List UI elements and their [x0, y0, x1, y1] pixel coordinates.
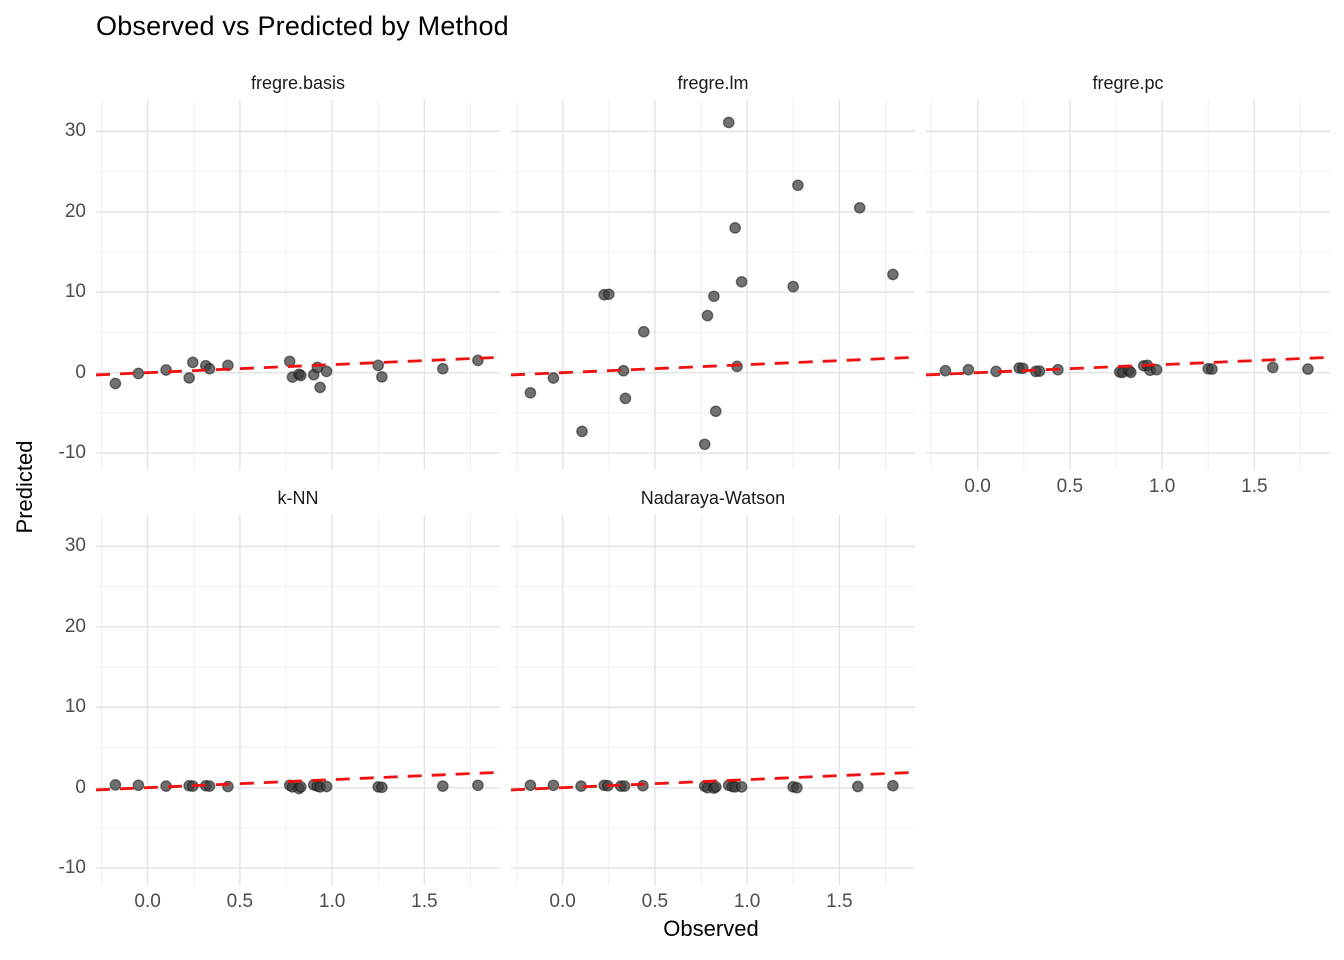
data-point — [939, 364, 952, 377]
identity-reference-line — [926, 355, 1330, 377]
x-axis-tick-label: 0.0 — [964, 476, 991, 497]
y-axis-tick-label: 10 — [64, 696, 86, 718]
data-point — [637, 325, 650, 338]
facet-label-fregre-pc: fregre.pc — [1092, 73, 1164, 93]
data-point — [1206, 363, 1218, 375]
data-point — [1124, 366, 1137, 379]
y-axis-tick-label: -10 — [58, 442, 86, 464]
identity-reference-line — [511, 355, 915, 377]
x-axis-tick-label: 1.0 — [1148, 476, 1176, 497]
data-point — [294, 369, 307, 382]
data-point — [792, 179, 804, 192]
x-axis-tick-label: 1.0 — [318, 891, 346, 912]
y-axis-tick-label: 30 — [64, 120, 86, 142]
facet-panel-nadaraya-watson — [511, 515, 915, 885]
y-axis-tick-label: 0 — [75, 776, 86, 798]
data-point — [160, 364, 172, 376]
data-point — [314, 381, 326, 394]
x-axis-tick-label: 0.5 — [1056, 476, 1084, 497]
data-point — [436, 780, 449, 792]
data-point — [109, 779, 122, 791]
facet-label-nadaraya-watson: Nadaraya-Watson — [640, 488, 786, 508]
facet-panel-fregre-lm — [511, 100, 915, 470]
data-point — [576, 425, 588, 438]
x-axis-tick-label: 0.5 — [226, 891, 254, 912]
facet-label-fregre-basis: fregre.basis — [250, 73, 346, 93]
data-point — [887, 268, 899, 281]
data-point — [729, 222, 741, 234]
x-axis-title: Observed — [663, 916, 759, 941]
data-point — [132, 367, 145, 380]
y-axis-tick-label: 10 — [64, 281, 86, 303]
x-axis-tick-label: 1.0 — [733, 891, 761, 912]
data-point — [1302, 363, 1314, 375]
data-point — [376, 781, 388, 794]
data-point — [708, 290, 720, 303]
data-point — [376, 371, 388, 383]
data-point — [320, 780, 333, 793]
y-axis-tick-label: 30 — [64, 535, 86, 557]
data-point — [709, 781, 722, 793]
data-point — [372, 359, 385, 372]
identity-reference-line — [96, 355, 500, 377]
x-axis-tick-label: 1.5 — [411, 891, 438, 912]
y-axis-tick-label: 0 — [75, 361, 86, 383]
data-point — [735, 781, 748, 793]
data-point — [709, 405, 722, 418]
data-point — [962, 363, 975, 376]
data-point — [698, 438, 711, 451]
data-point — [1150, 363, 1163, 376]
facet-label-fregre-lm: fregre.lm — [677, 73, 749, 93]
x-axis-tick-label: 0.0 — [134, 891, 161, 912]
data-point — [722, 116, 735, 129]
facet-panel-k-nn — [96, 515, 500, 885]
identity-reference-line — [511, 770, 915, 792]
x-axis-tick-label: 1.5 — [826, 891, 853, 912]
y-axis-tick-label: -10 — [58, 857, 86, 879]
plot-title: Observed vs Predicted by Method — [96, 11, 509, 41]
data-point — [701, 309, 714, 322]
data-point — [619, 392, 632, 405]
data-point — [109, 377, 122, 390]
data-point — [294, 781, 307, 793]
x-axis-tick-label: 0.0 — [549, 891, 576, 912]
y-axis-tick-label: 20 — [64, 200, 86, 222]
data-point — [887, 779, 899, 792]
identity-reference-line — [96, 770, 500, 792]
data-point — [203, 362, 216, 375]
data-point — [547, 372, 560, 384]
data-point — [132, 779, 145, 792]
data-point — [186, 356, 199, 369]
data-point — [472, 779, 484, 792]
y-axis-title: Predicted — [12, 440, 37, 534]
data-point — [851, 780, 864, 793]
data-point — [524, 779, 537, 792]
data-point — [791, 781, 803, 794]
data-point — [787, 280, 800, 293]
data-point — [436, 362, 449, 375]
y-axis-tick-label: 20 — [64, 615, 86, 637]
data-point — [1266, 361, 1279, 374]
facet-panel-fregre-basis — [96, 100, 500, 470]
x-axis-tick-label: 0.5 — [641, 891, 669, 912]
data-point — [524, 386, 537, 399]
x-axis-tick-label: 1.5 — [1241, 476, 1268, 497]
data-point — [735, 275, 748, 288]
facet-panel-fregre-pc — [926, 100, 1330, 470]
facet-label-k-nn: k-NN — [277, 488, 319, 508]
data-point — [853, 201, 866, 214]
data-point — [602, 288, 615, 301]
data-point — [320, 365, 333, 378]
data-point — [547, 779, 560, 792]
data-point — [183, 372, 196, 384]
